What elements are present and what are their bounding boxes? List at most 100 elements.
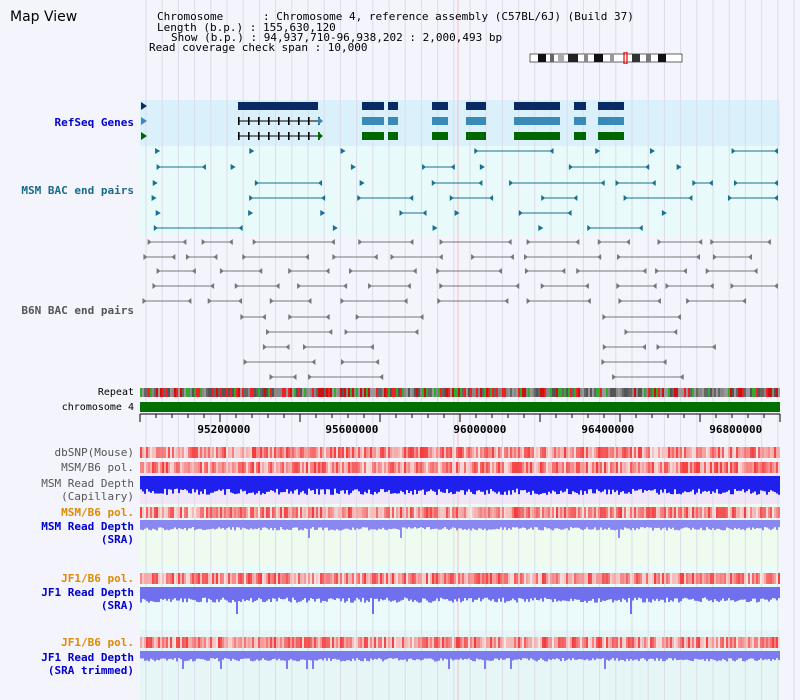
msm-capillary-depth-bar[interactable] [392,476,394,494]
jf1-trim-depth-bar[interactable] [536,651,538,662]
msm-sra-depth-bar[interactable] [186,520,188,531]
msm-b6-polymorphism-cell[interactable] [652,462,654,473]
msm-b6-polymorphism-cell[interactable] [464,462,466,473]
chromosome-bar[interactable] [140,402,780,412]
jf1-trim-depth-bar[interactable] [210,651,212,659]
jf1-b6-polymorphism-cell[interactable] [248,573,250,584]
msm-capillary-depth-bar[interactable] [238,476,240,494]
msm-capillary-depth-bar[interactable] [428,476,430,492]
jf1-b6-polymorphism-cell[interactable] [326,637,328,648]
jf1-sra-depth-bar[interactable] [294,587,296,600]
msm-sra-depth-bar[interactable] [248,520,250,530]
jf1-trim-depth-bar[interactable] [378,651,380,659]
msm-capillary-depth-bar[interactable] [526,476,528,493]
msm-capillary-depth-bar[interactable] [558,476,560,495]
msm-b6-polymorphism-cell[interactable] [450,462,452,473]
jf1-b6-polymorphism-cell[interactable] [550,573,552,584]
jf1-b6-polymorphism-cell[interactable] [568,573,570,584]
msm-b6-polymorphism-cell[interactable] [314,462,316,473]
bac-end-marker[interactable] [450,164,455,170]
dbsnp-density-cell[interactable] [582,447,584,458]
jf1-sra-depth-bar[interactable] [164,587,166,599]
msm-capillary-depth-bar[interactable] [230,476,232,493]
repeat-element[interactable] [288,388,290,397]
msm-sra-depth-bar[interactable] [388,520,390,529]
jf1-sra-depth-bar[interactable] [482,587,484,600]
msm-sra-depth-bar[interactable] [316,520,318,530]
msm-b6-polymorphism-cell[interactable] [426,462,428,473]
repeat-element[interactable] [394,388,396,397]
jf1-sra-depth-bar[interactable] [352,587,354,603]
msm-b6-polymorphism-cell[interactable] [408,507,410,518]
dbsnp-density-cell[interactable] [758,447,760,458]
msm-b6-polymorphism-cell[interactable] [556,462,558,473]
msm-capillary-depth-bar[interactable] [534,476,536,494]
jf1-sra-depth-bar[interactable] [712,587,714,603]
jf1-b6-polymorphism-cell[interactable] [404,637,406,648]
msm-b6-polymorphism-cell[interactable] [660,507,662,518]
msm-b6-polymorphism-cell[interactable] [180,507,182,518]
jf1-sra-depth-bar[interactable] [250,587,252,599]
dbsnp-density-cell[interactable] [334,447,336,458]
msm-capillary-depth-bar[interactable] [592,476,594,494]
repeat-element[interactable] [386,388,388,397]
dbsnp-density-cell[interactable] [394,447,396,458]
jf1-sra-depth-bar[interactable] [148,587,150,603]
jf1-sra-depth-bar[interactable] [576,587,578,600]
jf1-sra-depth-bar[interactable] [666,587,668,598]
msm-sra-depth-bar[interactable] [592,520,594,530]
jf1-b6-polymorphism-cell[interactable] [676,573,678,584]
jf1-trim-depth-bar[interactable] [270,651,272,661]
msm-sra-depth-bar[interactable] [190,520,192,529]
jf1-b6-polymorphism-cell[interactable] [362,637,364,648]
msm-b6-polymorphism-cell[interactable] [442,507,444,518]
msm-b6-polymorphism-cell[interactable] [148,507,150,518]
bac-end-marker[interactable] [507,239,512,245]
repeat-element[interactable] [598,388,600,397]
msm-b6-polymorphism-cell[interactable] [350,507,352,518]
jf1-b6-polymorphism-cell[interactable] [736,637,738,648]
jf1-b6-polymorphism-cell[interactable] [566,573,568,584]
msm-sra-depth-bar[interactable] [674,520,676,531]
msm-sra-depth-bar[interactable] [320,520,322,528]
msm-b6-polymorphism-cell[interactable] [364,462,366,473]
repeat-element[interactable] [294,388,296,397]
jf1-b6-polymorphism-cell[interactable] [346,637,348,648]
jf1-b6-polymorphism-cell[interactable] [584,573,586,584]
jf1-b6-polymorphism-cell[interactable] [534,573,536,584]
jf1-sra-depth-bar[interactable] [418,587,420,603]
msm-b6-polymorphism-cell[interactable] [400,507,402,518]
jf1-b6-polymorphism-cell[interactable] [174,637,176,648]
jf1-b6-polymorphism-cell[interactable] [510,573,512,584]
jf1-b6-polymorphism-cell[interactable] [188,573,190,584]
bac-end-marker[interactable] [399,210,404,216]
msm-b6-polymorphism-cell[interactable] [682,462,684,473]
msm-capillary-depth-bar[interactable] [680,476,682,495]
msm-b6-polymorphism-cell[interactable] [668,507,670,518]
msm-capillary-depth-bar[interactable] [364,476,366,492]
dbsnp-density-cell[interactable] [318,447,320,458]
dbsnp-density-cell[interactable] [658,447,660,458]
jf1-sra-depth-bar[interactable] [420,587,422,603]
msm-sra-depth-bar[interactable] [562,520,564,530]
msm-sra-depth-bar[interactable] [610,520,612,530]
msm-b6-polymorphism-cell[interactable] [704,462,706,473]
msm-capillary-depth-bar[interactable] [504,476,506,492]
jf1-trim-depth-bar[interactable] [526,651,528,659]
jf1-b6-polymorphism-cell[interactable] [314,573,316,584]
msm-b6-polymorphism-cell[interactable] [534,507,536,518]
jf1-trim-depth-bar[interactable] [418,651,420,660]
msm-capillary-depth-bar[interactable] [744,476,746,493]
msm-b6-polymorphism-cell[interactable] [596,462,598,473]
jf1-sra-depth-bar[interactable] [778,587,780,599]
dbsnp-density-cell[interactable] [678,447,680,458]
dbsnp-density-cell[interactable] [246,447,248,458]
jf1-b6-polymorphism-cell[interactable] [282,573,284,584]
jf1-b6-polymorphism-cell[interactable] [736,573,738,584]
dbsnp-density-cell[interactable] [556,447,558,458]
msm-b6-polymorphism-cell[interactable] [590,507,592,518]
bac-end-marker[interactable] [682,268,687,274]
jf1-b6-polymorphism-cell[interactable] [348,637,350,648]
msm-b6-polymorphism-cell[interactable] [402,507,404,518]
bac-end-marker[interactable] [509,254,514,260]
